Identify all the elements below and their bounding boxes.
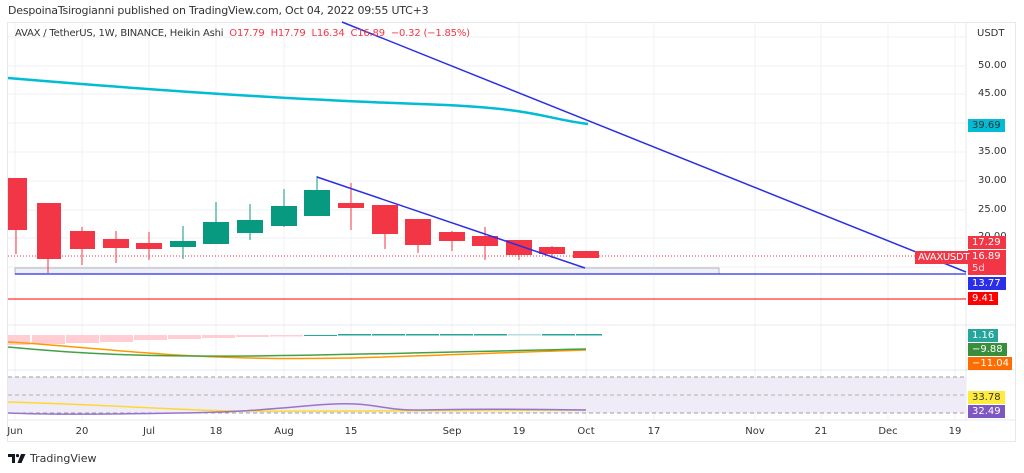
vertical-gridlines (14, 23, 956, 420)
bar-countdown: 5d 18h (968, 262, 1006, 287)
time-label: Nov (745, 426, 765, 437)
short-trendline (316, 176, 586, 269)
time-label: Oct (577, 426, 595, 437)
macd-line-tag: −9.88 (968, 343, 1007, 356)
time-label: 21 (814, 426, 828, 437)
rsi-ma-tag: 33.78 (968, 391, 1005, 404)
long-trendline (341, 21, 967, 273)
brand-name: TradingView (30, 452, 97, 465)
publisher-line: DespoinaTsirogianni published on Trading… (8, 4, 429, 17)
price-tick: 50.00 (978, 60, 1007, 71)
price-axis-unit: USDT (977, 28, 1005, 39)
red-line-price-tag: 9.41 (968, 292, 999, 305)
macd-histogram-tag: 1.16 (968, 329, 999, 342)
rsi-ma-line (7, 401, 587, 412)
low-value: L16.34 (311, 28, 345, 39)
open-value: O17.79 (229, 28, 265, 39)
ma-price-tag: 39.69 (968, 119, 1005, 132)
moving-average-line (7, 76, 589, 126)
macd-line (7, 346, 587, 357)
symbol-info: AVAX / TetherUS, 1W, BINANCE, Heikin Ash… (15, 28, 224, 39)
time-label: Sep (442, 426, 462, 437)
price-tick: 45.00 (978, 88, 1007, 99)
support-zone (14, 267, 720, 275)
time-label: 15 (344, 426, 358, 437)
rsi-line (7, 402, 587, 415)
tradingview-logo-icon (8, 454, 26, 463)
time-label: 19 (948, 426, 962, 437)
blue-line-price-tag: 13.77 (968, 277, 1006, 290)
price-tick: 30.00 (978, 175, 1007, 186)
time-label: 19 (512, 426, 526, 437)
candles (8, 176, 599, 273)
time-label: 18 (209, 426, 223, 437)
chart-frame (7, 22, 1016, 442)
time-label: Jun (7, 426, 23, 437)
macd-signal-tag: −11.04 (968, 357, 1012, 370)
time-label: 17 (647, 426, 661, 437)
last-price-tag: 16.89 (968, 250, 1006, 263)
horizontal-gridlines (8, 36, 966, 268)
time-label: Aug (274, 426, 294, 437)
change-value: −0.32 (−1.85%) (390, 28, 470, 39)
macd-histogram (8, 334, 602, 345)
high-price-tag: 17.29 (968, 236, 1006, 249)
time-label: 20 (75, 426, 89, 437)
tradingview-brand[interactable]: TradingView (8, 452, 96, 465)
symbol-legend: AVAX / TetherUS, 1W, BINANCE, Heikin Ash… (15, 28, 470, 39)
rsi-tag: 32.49 (968, 405, 1005, 418)
time-label: Jul (142, 426, 156, 437)
close-value: C16.89 (350, 28, 385, 39)
symbol-price-label: AVAXUSDT (915, 251, 973, 264)
macd-signal-line (7, 341, 587, 360)
price-tick: 35.00 (978, 146, 1007, 157)
time-label: Dec (878, 426, 898, 437)
price-tick: 25.00 (978, 204, 1007, 215)
high-value: H17.79 (270, 28, 306, 39)
